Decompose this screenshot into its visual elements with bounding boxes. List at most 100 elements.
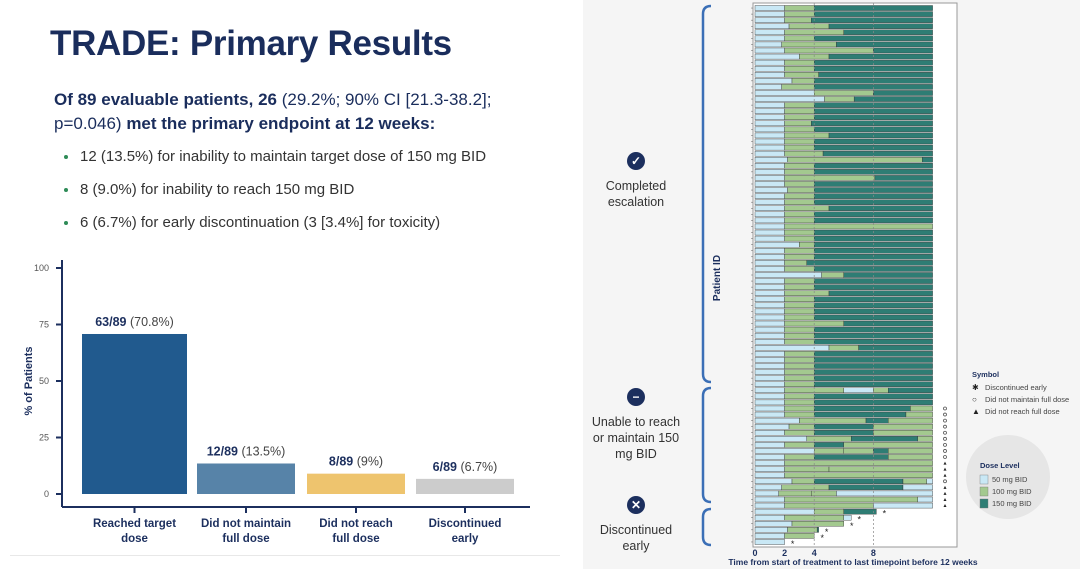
dose-segment [754,47,785,54]
dose-segment [754,332,785,339]
bullet-item: 6 (6.7%) for early discontinuation (3 [3… [64,214,486,247]
x-tick-label: dose [121,533,148,545]
dose-segment [754,205,785,211]
dose-segment [873,90,933,96]
dose-segment [754,320,785,327]
dose-segment [754,144,785,151]
dose-segment [784,35,815,42]
dose-segment [784,72,819,78]
dose-segment [754,11,785,17]
dose-segment [821,272,845,278]
dose-segment [813,90,874,96]
dose-segment [811,120,933,127]
dose-segment [784,163,815,169]
dose-segment [828,484,904,491]
bar [416,478,514,494]
symbol-circle [943,479,947,484]
dose-segment [754,308,785,315]
dose-segment [843,508,877,515]
dose-segment [902,484,933,491]
symbol-circle [943,406,947,411]
dose-segment [905,411,933,418]
x-tick-label: 8 [871,548,876,558]
page-title: TRADE: Primary Results [50,24,452,63]
symbol-circle [943,442,947,447]
data-label: 6/89 (6.7%) [433,460,498,474]
dose-segment [784,533,815,539]
lead-part: p=0.046) [54,114,122,133]
dose-segment [754,254,785,260]
legend-title: Symbol [972,370,999,379]
dose-segment [784,472,933,478]
dose-segment [922,156,933,163]
dose-segment [873,423,933,430]
dose-segment [926,478,933,485]
y-tick-label: 100 [34,263,49,273]
dose-segment [784,169,815,175]
dose-segment [754,345,830,351]
dose-segment [873,502,933,509]
dose-segment [822,150,933,157]
dose-segment [754,211,785,218]
dose-segment [784,120,812,127]
dose-segment [828,23,933,29]
dose-segment [784,175,876,181]
bar-chart: 0 25 50 75 100 % of Patients 63/89 (70.8%) Reac… [23,260,530,545]
dose-segment [754,156,788,163]
dose-segment [784,150,824,157]
dose-segment [754,17,785,23]
dose-segment [784,126,815,133]
dose-segment [754,108,785,114]
dose-segment [754,527,788,533]
dose-segment [787,156,923,163]
dose-segment [858,345,933,351]
symbol-triangle [943,491,947,495]
dose-segment [784,369,815,375]
symbol-circle [943,449,947,453]
dose-segment [828,53,933,60]
dose-segment [843,448,874,454]
dose-segment [754,235,785,242]
dose-segment [853,96,933,102]
dose-segment [816,527,819,533]
bullet-item: 12 (13.5%) for inability to maintain tar… [64,148,486,181]
dose-segment [754,436,807,442]
dose-segment [754,84,782,90]
dose-segment [917,496,933,503]
dose-segment [754,35,785,42]
dose-segment [754,223,785,230]
bracket-discontinued [701,507,712,547]
dose-segment [910,405,933,412]
dose-segment [813,454,889,460]
dose-segment [784,181,815,187]
data-label: 8/89 (9%) [329,455,383,469]
x-circle-icon: ✕ [627,496,645,514]
x-tick-label: early [452,533,479,545]
lead-part: Of 89 evaluable patients, 26 [54,90,277,109]
dose-segment [754,150,785,157]
dose-segment [813,448,844,454]
bracket-completed [701,4,712,384]
dose-segment [754,169,785,175]
dose-segment [784,405,815,412]
symbol-asterisk: * [820,533,824,543]
dose-segment [784,496,919,503]
symbol-circle [943,418,947,423]
dose-segment [806,260,933,266]
dose-segment [873,448,889,454]
bullet-list: 12 (13.5%) for inability to maintain tar… [64,148,486,247]
dose-segment [784,11,815,17]
dose-segment [754,478,793,485]
dose-segment [784,314,815,321]
dose-segment [784,411,815,418]
dose-segment [784,363,815,369]
dose-segment [754,326,785,333]
dose-segment [865,417,889,424]
bar [307,473,405,494]
symbol-triangle [943,504,947,508]
dose-segment [784,144,815,151]
symbol-asterisk: * [857,515,861,525]
dose-segment [784,59,815,66]
dose-segment [754,454,785,460]
